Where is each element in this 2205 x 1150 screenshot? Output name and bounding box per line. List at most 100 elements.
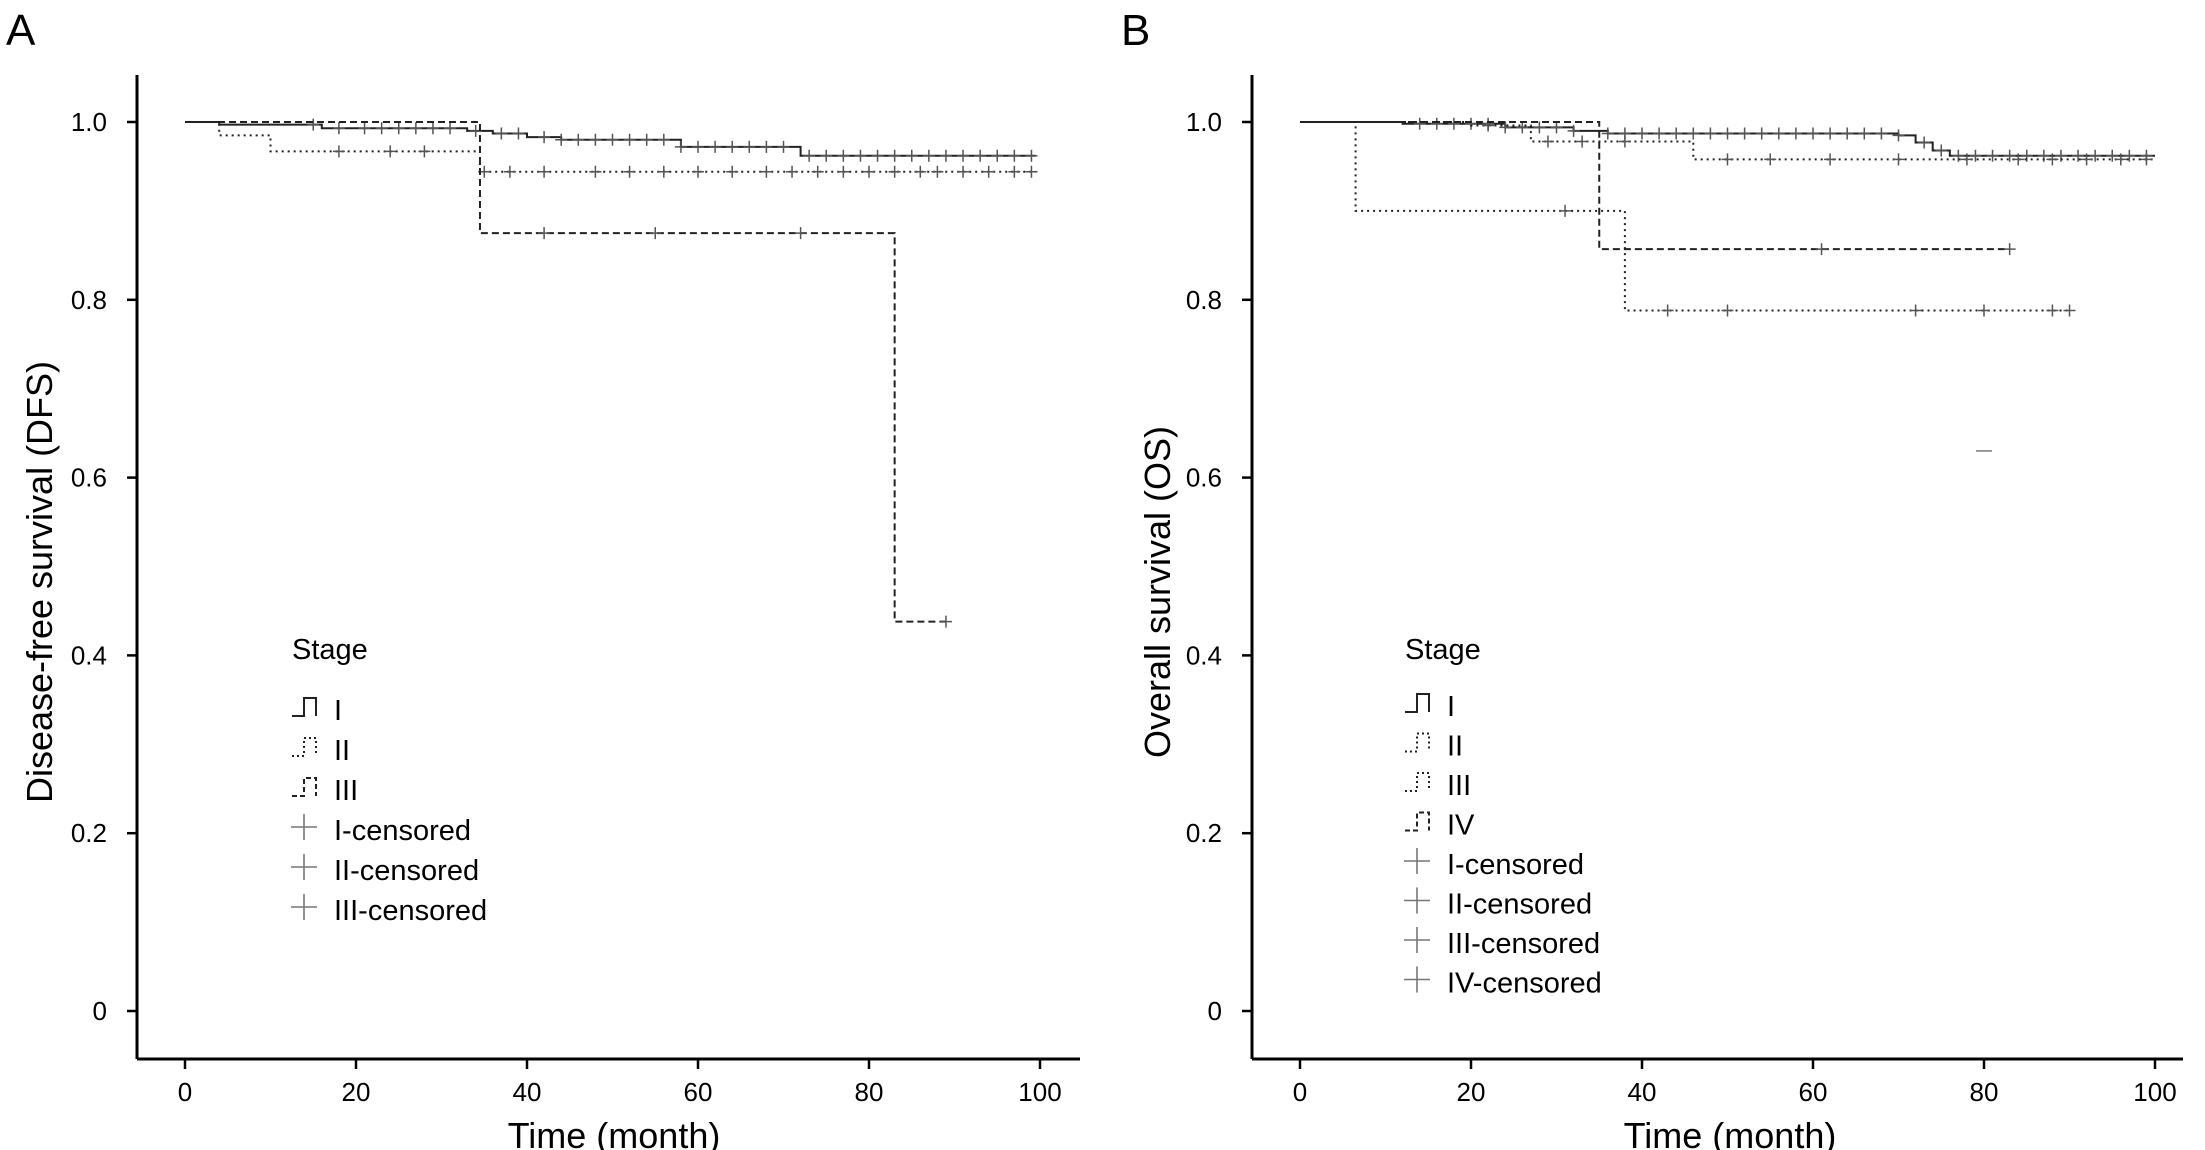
panel-b-legend-label: II <box>1447 731 1463 763</box>
panel-b-censor-mark-ii <box>2114 153 2127 166</box>
panel-a-plot: 0 20 40 60 80 100 0 0.2 0.4 0.6 0.8 1.0 <box>71 75 1080 1107</box>
panel-a-censor-mark-i <box>512 127 525 140</box>
panel-a-censor-mark-ii <box>957 165 970 178</box>
panel-b-legend-label: II-censored <box>1447 889 1592 921</box>
panel-a-y-tick-label: 0.2 <box>71 818 107 848</box>
panel-a-censor-mark-i <box>332 122 345 135</box>
panel-b-censor-mark-i <box>1755 127 1768 140</box>
panel-a-censor-mark-iii <box>649 227 662 240</box>
panel-a-legend-censor-swatch <box>291 894 317 920</box>
panel-b-censor-mark-i <box>1721 127 1734 140</box>
panel-a-censor-mark-i <box>409 122 422 135</box>
panel-b-censor-mark-iii <box>1909 304 1922 317</box>
panel-a-censor-mark-ii <box>811 165 824 178</box>
panel-b-censor-mark-i <box>2072 149 2085 162</box>
panel-b-censor-mark-ii <box>2140 153 2153 166</box>
panel-a-censor-mark-ii <box>332 145 345 158</box>
panel-b-censor-mark-i <box>1892 129 1905 142</box>
panel-a-censor-mark-i <box>358 122 371 135</box>
panel-a-censor-mark-iii <box>538 227 551 240</box>
panel-a-censor-mark-ii <box>418 145 431 158</box>
panel-a-censor-mark-ii <box>1025 165 1038 178</box>
panel-b-y-tick-label: 1.0 <box>1186 107 1222 137</box>
panel-a-x-axis-title: Time (month) <box>508 1115 721 1150</box>
panel-a-censor-mark-i <box>307 118 320 131</box>
panel-a-censor-mark-i <box>957 149 970 162</box>
panel-b-censor-mark-ii <box>2046 153 2059 166</box>
panel-a-censor-mark-ii <box>837 165 850 178</box>
panel-a-censor-mark-ii <box>863 165 875 178</box>
panel-b-censor-mark-iv <box>2003 243 2016 256</box>
panel-a-legend-title: Stage <box>292 634 368 666</box>
panel-letter-b: B <box>1121 6 1150 55</box>
panel-b-censor-mark-ii <box>2012 153 2025 166</box>
panel-a-x-tick-label: 100 <box>1018 1077 1061 1107</box>
panel-a-censor-mark-i <box>854 149 867 162</box>
panel-a-censor-mark-i <box>495 127 508 140</box>
panel-a-censor-mark-i <box>837 149 850 162</box>
panel-a-y-tick-label: 0.6 <box>71 463 107 493</box>
panel-a-censor-mark-i <box>743 140 756 153</box>
panel-a-censor-mark-i <box>589 133 602 146</box>
panel-a-censor-mark-i <box>657 133 670 146</box>
panel-b-censor-mark-iii <box>2046 304 2059 317</box>
panel-b-legend-label: III <box>1447 770 1471 802</box>
panel-b-censor-mark-i <box>1653 127 1666 140</box>
panel-a-x-tick-label: 0 <box>178 1077 192 1107</box>
panel-b-y-tick-label: 0.4 <box>1186 640 1222 670</box>
panel-b-legend-swatch-iii <box>1405 772 1430 792</box>
panel-a-censor-mark-i <box>692 140 704 153</box>
panel-b-censor-mark-i <box>1465 117 1477 130</box>
panel-b-censor-mark-i <box>1824 127 1837 140</box>
panel-a-censor-mark-ii <box>589 165 602 178</box>
panel-a-censor-mark-i <box>538 131 551 144</box>
panel-b-y-tick-label: 0 <box>1208 996 1222 1026</box>
panel-b-censor-mark-i <box>1952 149 1965 162</box>
panel-a-censor-mark-ii <box>760 165 773 178</box>
panel-b-censor-mark-i <box>1807 127 1819 140</box>
panel-a-censor-mark-i <box>1025 149 1038 162</box>
panel-a-censor-mark-i <box>820 149 833 162</box>
panel-a-legend-swatch-ii <box>292 737 317 757</box>
panel-a-legend-label: I-censored <box>334 815 471 847</box>
panel-b-legend-swatch-i <box>1405 693 1430 713</box>
panel-b-censor-mark-iii <box>1661 304 1674 317</box>
panel-b-censor-mark-ii <box>1618 135 1631 148</box>
panel-b-legend-label: IV <box>1447 810 1475 842</box>
panel-b-y-tick-label: 0.8 <box>1186 285 1222 315</box>
panel-a-censor-mark-i <box>623 133 636 146</box>
panel-a-censor-mark-i <box>939 149 952 162</box>
panel-b-censor-mark-i <box>1670 127 1683 140</box>
panel-b-censor-mark-i <box>1601 127 1614 140</box>
panel-b-censor-mark-i <box>1687 127 1700 140</box>
panel-a-censor-mark-i <box>991 149 1004 162</box>
panel-b-legend-censor-swatch <box>1404 966 1430 993</box>
panel-b-x-tick-label: 100 <box>2133 1077 2176 1107</box>
panel-b-series-iv-curve <box>1300 121 2010 251</box>
panel-b-censor-mark-ii <box>1892 153 1905 166</box>
panel-b-x-axis-title: Time (month) <box>1624 1115 1837 1150</box>
panel-b-legend-title: Stage <box>1405 634 1481 666</box>
panel-b-censor-mark-i <box>1533 121 1546 134</box>
panel-b-censor-mark-iii <box>1559 204 1572 217</box>
panel-b-censor-mark-i <box>1499 121 1512 134</box>
panel-b-legend-label: III-censored <box>1447 928 1600 960</box>
panel-b-y-axis-title: Overall survival (OS) <box>1137 426 1178 758</box>
panel-a-censor-mark-i <box>760 140 773 153</box>
panel-a-legend-label: III <box>334 775 358 807</box>
panel-a-series-iii-curve <box>185 121 946 623</box>
panel-a-censor-mark-ii <box>503 165 516 178</box>
panel-a-legend-censor-swatch <box>291 854 317 880</box>
panel-a-censor-mark-iii <box>939 615 952 628</box>
panel-b-censor-mark-i <box>1704 127 1717 140</box>
panel-b-censor-mark-ii <box>1541 135 1554 148</box>
panel-b-legend-censor-swatch <box>1404 887 1430 914</box>
panel-a-legend-label: III-censored <box>334 895 487 927</box>
panel-a-legend-swatch-i <box>292 697 317 717</box>
panel-a-censor-mark-i <box>922 149 935 162</box>
panel-a-censor-mark-ii <box>982 165 995 178</box>
panel-a-censor-mark-i <box>640 133 653 146</box>
panel-b-censor-mark-i <box>1918 136 1931 149</box>
panel-b-censor-mark-i <box>2089 149 2102 162</box>
